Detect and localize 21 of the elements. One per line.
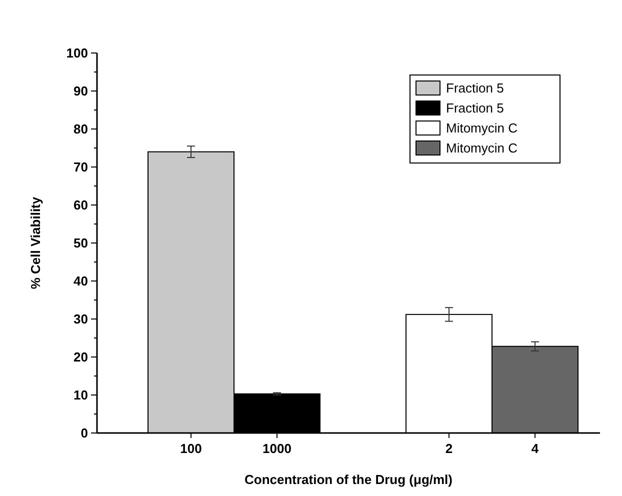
y-axis-title: % Cell Viability — [28, 196, 43, 290]
x-tick-label: 1000 — [262, 441, 292, 456]
x-tick-label: 2 — [445, 441, 453, 456]
y-tick-label: 40 — [74, 274, 88, 289]
legend-label: Mitomycin C — [446, 120, 518, 136]
y-tick-label: 90 — [74, 84, 88, 99]
legend-label: Fraction 5 — [446, 80, 504, 96]
y-tick-label: 60 — [74, 198, 88, 213]
x-tick-label: 100 — [180, 441, 202, 456]
legend-label: Mitomycin C — [446, 140, 518, 156]
y-tick-label: 50 — [74, 236, 88, 251]
y-tick-label: 100 — [66, 46, 88, 61]
x-tick-label: 4 — [531, 441, 540, 456]
y-tick-label: 20 — [74, 350, 88, 365]
legend-label: Fraction 5 — [446, 100, 504, 116]
y-tick-label: 0 — [80, 426, 88, 441]
y-tick-label: 80 — [74, 122, 88, 137]
y-tick-label: 30 — [74, 312, 88, 327]
x-axis-title: Concentration of the Drug (μg/ml) — [244, 472, 452, 487]
y-tick-label: 10 — [74, 388, 88, 403]
y-tick-label: 70 — [74, 160, 88, 175]
